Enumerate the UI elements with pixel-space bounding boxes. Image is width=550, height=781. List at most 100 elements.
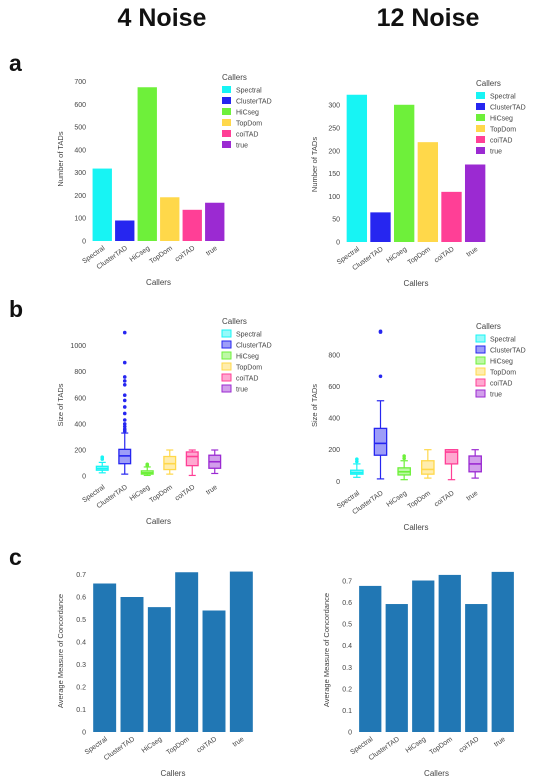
y-axis-label: Size of TADs (310, 384, 319, 427)
bar-true (464, 164, 486, 242)
x-tick-label-true: true (205, 245, 219, 258)
legend-label-HiCseg: HiCseg (490, 116, 513, 123)
legend-swatch-true (222, 141, 231, 148)
x-axis-label: Callers (404, 523, 429, 532)
legend-swatch-coiTAD (221, 373, 232, 382)
legend-label-ClusterTAD: ClusterTAD (236, 343, 272, 350)
y-tick-label: 0.5 (342, 622, 352, 629)
outlier-ClusterTAD (122, 360, 127, 365)
bar-true (205, 202, 225, 241)
y-tick-label: 0 (348, 730, 352, 737)
bar-coiTAD (202, 610, 226, 732)
x-tick-label-coiTAD: coiTAD (458, 736, 480, 755)
y-tick-label: 800 (74, 369, 86, 376)
legend-swatch-HiCseg (476, 114, 485, 121)
y-tick-label: 400 (328, 416, 340, 423)
x-tick-label-TopDom: TopDom (407, 246, 433, 267)
legend-swatch-Spectral (221, 329, 232, 338)
bar-Spectral (92, 168, 112, 241)
legend: Callers Spectral ClusterTAD HiCseg TopDom coi… (476, 79, 526, 156)
outlier-ClusterTAD (378, 374, 383, 379)
box-coiTAD (444, 449, 459, 465)
outlier-ClusterTAD (122, 427, 127, 431)
y-tick-label: 200 (328, 447, 340, 454)
y-tick-label: 400 (74, 147, 86, 154)
legend-label-coiTAD: coiTAD (236, 132, 258, 139)
legend-title: Callers (476, 79, 501, 88)
legend-label-ClusterTAD: ClusterTAD (236, 99, 272, 106)
legend: Callers Spectral ClusterTAD HiCseg TopDom coi… (475, 322, 526, 399)
x-tick-label-TopDom: TopDom (149, 484, 175, 505)
legend-label-true: true (490, 392, 502, 399)
legend-label-Spectral: Spectral (490, 94, 516, 101)
outlier-Spectral (355, 457, 359, 461)
outlier-HiCseg (402, 454, 406, 458)
x-tick-label-coiTAD: coiTAD (433, 490, 455, 509)
panel-label-b: b (9, 296, 24, 322)
legend-swatch-TopDom (476, 125, 485, 132)
legend-label-Spectral: Spectral (236, 332, 262, 339)
outlier-Spectral (100, 455, 105, 459)
x-tick-label-HiCseg: HiCseg (405, 736, 428, 755)
y-tick-label: 200 (74, 448, 86, 455)
legend-swatch-coiTAD (476, 136, 485, 143)
legend-swatch-HiCseg (222, 108, 231, 115)
y-tick-label: 250 (328, 126, 340, 133)
outlier-ClusterTAD (122, 330, 127, 335)
legend-swatch-ClusterTAD (476, 103, 485, 110)
legend-swatch-true (476, 147, 485, 154)
y-tick-label: 50 (332, 217, 340, 224)
y-tick-label: 700 (74, 79, 86, 86)
legend-label-TopDom: TopDom (490, 370, 516, 377)
x-tick-label-TopDom: TopDom (165, 736, 191, 757)
outlier-ClusterTAD (378, 329, 383, 334)
legend-swatch-coiTAD (222, 130, 231, 137)
x-tick-label-Spectral: Spectral (84, 736, 109, 757)
bar-Spectral (359, 585, 382, 732)
bar-coiTAD (441, 191, 462, 242)
y-tick-label: 400 (74, 421, 86, 428)
y-tick-label: 0.3 (76, 662, 86, 669)
legend-label-coiTAD: coiTAD (490, 381, 512, 388)
y-tick-label: 600 (74, 395, 86, 402)
x-tick-label-ClusterTAD: ClusterTAD (103, 736, 136, 762)
y-tick-label: 0 (82, 239, 86, 246)
legend-swatch-HiCseg (475, 356, 486, 365)
legend-label-HiCseg: HiCseg (236, 354, 259, 361)
x-tick-label-coiTAD: coiTAD (196, 736, 218, 755)
legend: Callers Spectral ClusterTAD HiCseg TopDom coi… (222, 73, 272, 150)
legend-swatch-ClusterTAD (221, 340, 232, 349)
bar-Spectral (346, 94, 368, 242)
x-tick-label-HiCseg: HiCseg (141, 736, 164, 755)
x-tick-label-coiTAD: coiTAD (433, 246, 455, 265)
x-tick-label-true: true (465, 490, 479, 503)
legend-swatch-Spectral (475, 334, 486, 343)
legend-swatch-TopDom (221, 362, 232, 371)
bar-HiCseg (393, 104, 415, 242)
x-tick-label-HiCseg: HiCseg (129, 245, 152, 264)
y-tick-label: 100 (328, 194, 340, 201)
column-title-12-noise: 12 Noise (376, 4, 480, 32)
legend-label-ClusterTAD: ClusterTAD (490, 348, 526, 355)
y-tick-label: 0.7 (76, 572, 86, 579)
bar-true (229, 571, 253, 732)
legend-title: Callers (222, 73, 247, 82)
legend-label-HiCseg: HiCseg (490, 359, 513, 366)
y-tick-label: 600 (328, 384, 340, 391)
y-tick-label: 0.2 (342, 686, 352, 693)
y-tick-label: 200 (328, 148, 340, 155)
x-axis-label: Callers (146, 517, 171, 526)
chart-b-right: 0 200 400 600 800 Size of TADs Spectral Cluster… (310, 322, 526, 532)
x-tick-label-true: true (465, 246, 479, 259)
x-tick-label-true: true (493, 736, 507, 749)
outlier-ClusterTAD (122, 418, 127, 422)
x-tick-label-true: true (205, 484, 219, 497)
y-tick-label: 500 (74, 125, 86, 132)
y-tick-label: 0.3 (342, 665, 352, 672)
outlier-ClusterTAD (122, 393, 127, 398)
legend-label-TopDom: TopDom (490, 127, 516, 134)
x-tick-label-TopDom: TopDom (429, 736, 455, 757)
bar-true (491, 571, 514, 732)
bar-ClusterTAD (115, 220, 135, 241)
outlier-ClusterTAD (122, 411, 127, 416)
